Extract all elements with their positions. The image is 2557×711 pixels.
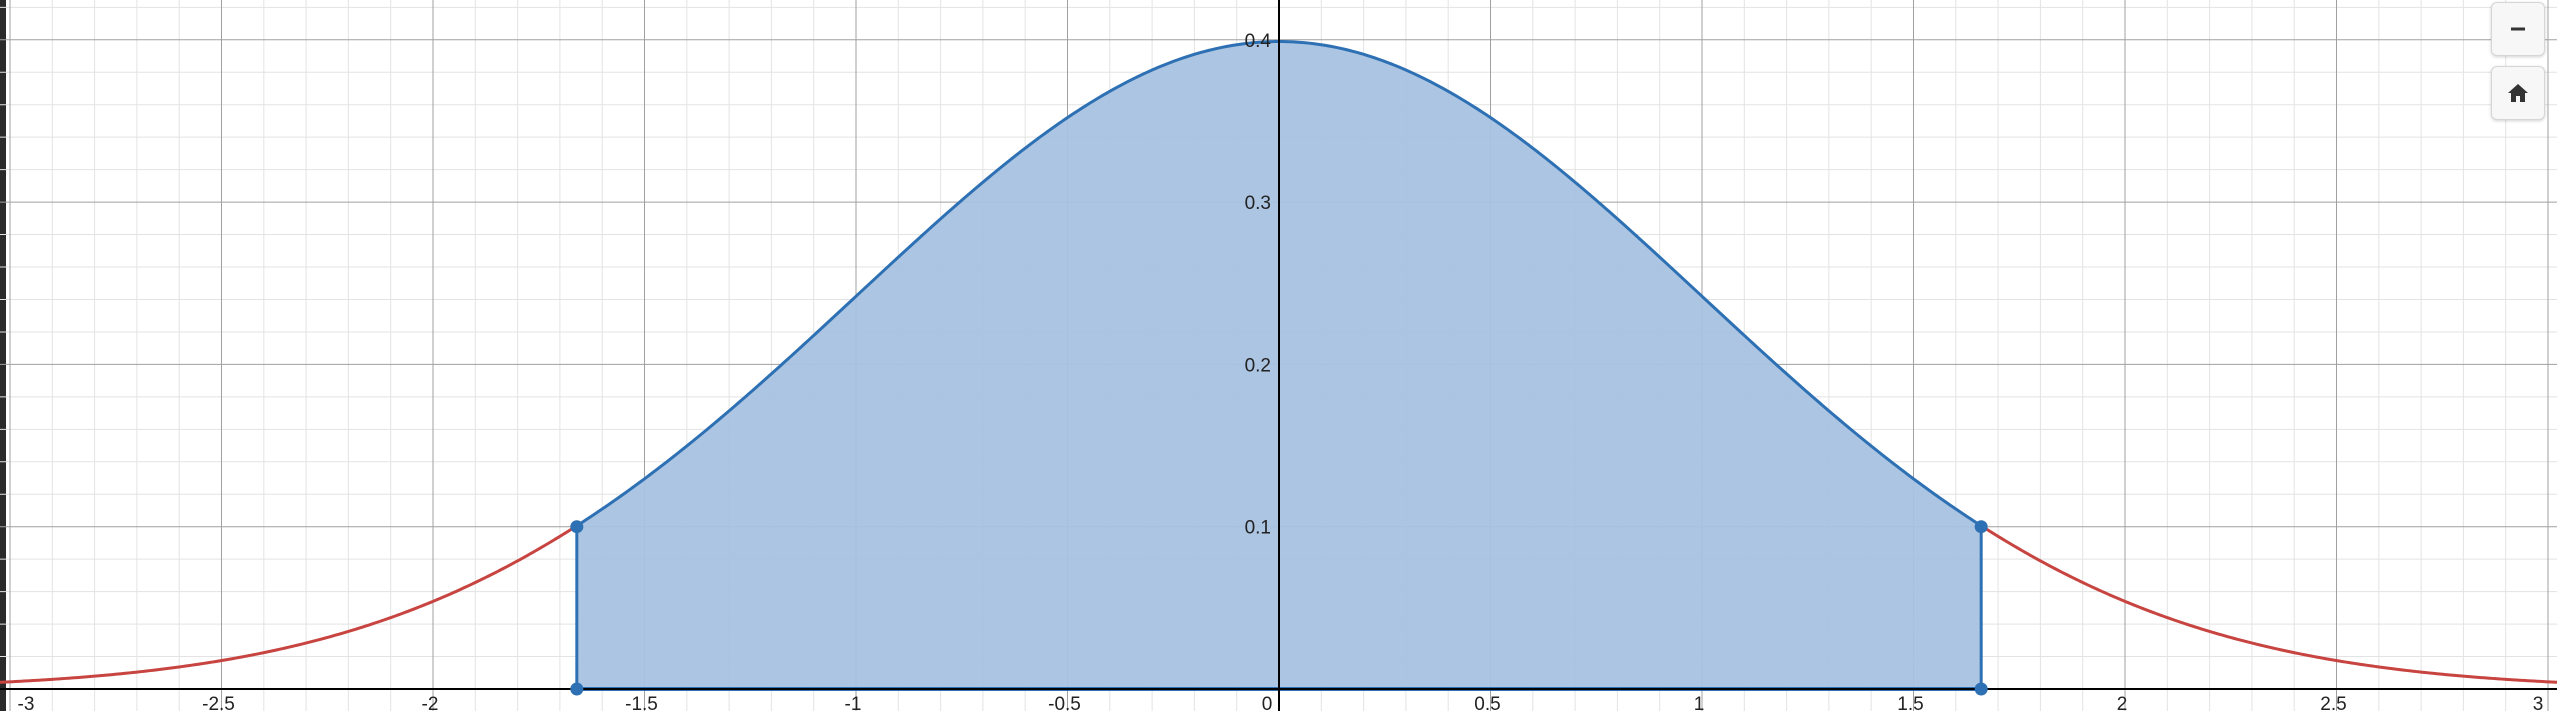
x-tick-label: 0.5 [1474,694,1500,711]
y-tick-label: 0.3 [1245,193,1271,214]
x-tick-label: -2.5 [202,694,235,711]
left-tail-curve [0,524,578,684]
marked-point[interactable] [570,682,584,696]
y-tick-label: 0.1 [1245,518,1271,539]
zoom-out-button[interactable] [2491,2,2545,56]
x-tick-label: -2 [422,694,439,711]
y-tick-label: 0.4 [1245,31,1272,52]
marked-point[interactable] [1974,682,1988,696]
marked-point[interactable] [570,520,584,534]
marked-point[interactable] [1974,520,1988,534]
x-tick-label: -1 [845,694,862,711]
minus-icon [2511,27,2525,31]
y-tick-label: 0.2 [1245,355,1271,376]
x-tick-label: 0 [1262,694,1273,711]
x-tick-label: -3 [18,694,35,711]
marked-points[interactable] [570,520,1988,696]
x-tick-label: 2.5 [2320,694,2346,711]
x-tick-label: -0.5 [1048,694,1081,711]
left-edge-strip [0,0,6,711]
right-tail-curve [1980,524,2557,684]
x-tick-label: 3 [2533,694,2544,711]
tick-labels: -3 -2.5 -2 -1.5 -1 -0.5 0 0.5 1 1.5 2 2.5 3 0.1 0.2 0.3… [18,31,2544,711]
home-icon [2508,84,2528,102]
x-tick-label: 1 [1694,694,1705,711]
x-tick-label: 2 [2117,694,2128,711]
home-button[interactable] [2491,66,2545,120]
x-tick-label: 1.5 [1897,694,1923,711]
x-tick-label: -1.5 [625,694,658,711]
